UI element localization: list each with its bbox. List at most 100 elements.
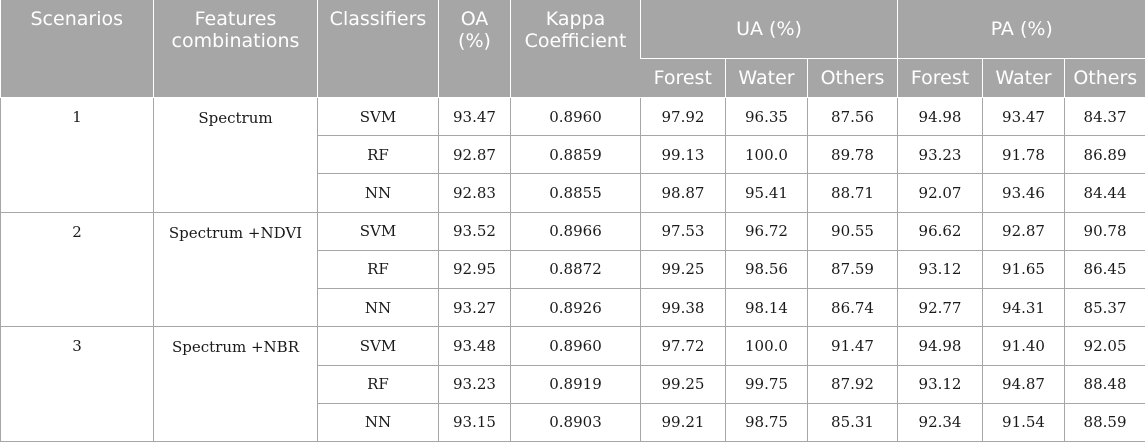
table-row: NN 93.15 0.8903 99.21 98.75 85.31 92.34 91.54 88…: [1, 402, 1145, 442]
table-row: 1 Spectrum SVM 93.47 0.8960 97.92 96.35 87.56 94…: [0, 96, 1145, 213]
pa-forest-cell: 96.62: [897, 211, 984, 251]
oa-cell: 93.23: [438, 364, 511, 404]
ua-forest-cell: 99.25: [640, 249, 726, 290]
oa-cell: 93.52: [438, 211, 511, 251]
pa-water-cell: 94.31: [982, 288, 1066, 328]
pa-others-cell: 84.44: [1064, 173, 1145, 213]
ua-water-cell: 100.0: [725, 135, 808, 175]
feature-combination: Spectrum +NDVI: [153, 211, 318, 328]
oa-cell: 93.48: [438, 326, 511, 366]
pa-water-cell: 91.78: [982, 135, 1066, 175]
pa-others-cell: 88.59: [1064, 402, 1145, 442]
ua-others-cell: 89.78: [806, 135, 899, 175]
pa-others-cell: 88.48: [1064, 364, 1145, 404]
table-row: RF 92.95 0.8872 99.25 98.56 87.59 93.12 91.65 86…: [1, 249, 1145, 290]
classifier-cell: SVM: [317, 96, 439, 137]
subheader-ua-others: Others: [806, 58, 898, 98]
pa-forest-cell: 92.77: [897, 288, 984, 328]
subheader-ua-water: Water: [725, 58, 808, 98]
table-row: NN 92.83 0.8855 98.87 95.41 88.71 92.07 93.46 84…: [1, 173, 1145, 213]
kappa-cell: 0.8855: [510, 173, 641, 213]
ua-water-cell: 96.35: [725, 96, 808, 137]
ua-forest-cell: 99.21: [640, 402, 726, 442]
ua-others-cell: 87.92: [806, 364, 899, 404]
feature-combination: Spectrum +NBR: [153, 326, 318, 442]
ua-others-cell: 85.31: [806, 402, 899, 442]
ua-water-cell: 95.41: [725, 173, 808, 213]
pa-water-cell: 92.87: [982, 211, 1066, 251]
classifier-cell: NN: [317, 288, 439, 328]
table-row: RF 92.87 0.8859 99.13 100.0 89.78 93.23 91.78 86…: [1, 135, 1145, 175]
pa-others-cell: 86.89: [1064, 135, 1145, 175]
classifier-cell: NN: [317, 402, 439, 442]
kappa-cell: 0.8960: [510, 326, 641, 366]
feature-combination: Spectrum: [153, 97, 318, 213]
classifier-cell: NN: [317, 173, 439, 213]
kappa-cell: 0.8960: [510, 96, 641, 137]
kappa-cell: 0.8859: [510, 135, 641, 175]
table-row: 2 Spectrum +NDVI SVM 93.52 0.8966 97.53 96.72 9…: [0, 211, 1145, 328]
ua-forest-cell: 99.38: [640, 288, 726, 328]
ua-forest-cell: 99.13: [640, 135, 726, 175]
scenario-id: 2: [0, 211, 154, 328]
ua-forest-cell: 98.87: [640, 173, 726, 213]
ua-water-cell: 100.0: [725, 326, 808, 366]
pa-others-cell: 86.45: [1064, 249, 1145, 290]
oa-cell: 93.47: [438, 96, 511, 137]
ua-others-cell: 86.74: [806, 288, 899, 328]
scenario-id: 3: [0, 326, 154, 442]
ua-forest-cell: 97.53: [640, 211, 726, 251]
oa-cell: 93.27: [438, 288, 511, 328]
classifier-cell: SVM: [317, 326, 439, 366]
ua-water-cell: 98.75: [725, 402, 808, 442]
ua-others-cell: 91.47: [806, 326, 899, 366]
classifier-cell: RF: [317, 364, 439, 404]
ua-water-cell: 96.72: [725, 211, 808, 251]
oa-cell: 93.15: [438, 402, 511, 442]
classifier-cell: RF: [317, 135, 439, 175]
ua-others-cell: 90.55: [806, 211, 899, 251]
ua-water-cell: 98.14: [725, 288, 808, 328]
oa-cell: 92.87: [438, 135, 511, 175]
classifier-cell: RF: [317, 249, 439, 290]
header-features: Features combinations: [153, 0, 318, 98]
ua-forest-cell: 99.25: [640, 364, 726, 404]
pa-water-cell: 91.65: [982, 249, 1066, 290]
header-oa: OA (%): [438, 0, 511, 98]
kappa-cell: 0.8926: [510, 288, 641, 328]
pa-others-cell: 85.37: [1064, 288, 1145, 328]
pa-water-cell: 91.40: [982, 326, 1066, 366]
oa-cell: 92.95: [438, 249, 511, 290]
pa-forest-cell: 92.34: [897, 402, 984, 442]
pa-water-cell: 93.46: [982, 173, 1066, 213]
subheader-row: Forest Water Others Forest Water Others: [1, 58, 1145, 98]
pa-forest-cell: 93.23: [897, 135, 984, 175]
subheader-pa-forest: Forest: [897, 58, 983, 98]
pa-forest-cell: 94.98: [897, 96, 984, 137]
table-body: 1 Spectrum SVM 93.47 0.8960 97.92 96.35 87.56 94…: [0, 96, 1145, 442]
pa-others-cell: 90.78: [1064, 211, 1145, 251]
kappa-cell: 0.8919: [510, 364, 641, 404]
ua-water-cell: 98.56: [725, 249, 808, 290]
subheader-pa-others: Others: [1064, 58, 1145, 98]
header-classifiers: Classifiers: [317, 0, 439, 98]
ua-water-cell: 99.75: [725, 364, 808, 404]
scenario-id: 1: [0, 97, 154, 213]
oa-cell: 92.83: [438, 173, 511, 213]
ua-others-cell: 87.59: [806, 249, 899, 290]
header-scenarios: Scenarios: [0, 0, 154, 98]
ua-forest-cell: 97.72: [640, 326, 726, 366]
pa-water-cell: 94.87: [982, 364, 1066, 404]
ua-others-cell: 88.71: [806, 173, 899, 213]
pa-others-cell: 84.37: [1064, 96, 1145, 137]
kappa-cell: 0.8872: [510, 249, 641, 290]
pa-forest-cell: 93.12: [897, 364, 984, 404]
header-pa: PA (%): [897, 0, 1145, 59]
pa-forest-cell: 92.07: [897, 173, 984, 213]
ua-others-cell: 87.56: [806, 96, 899, 137]
subheader-pa-water: Water: [982, 58, 1065, 98]
classifier-cell: SVM: [317, 211, 439, 251]
header-row: Scenarios Features combinations Classifi…: [0, 0, 1145, 98]
table-row: 3 Spectrum +NBR SVM 93.48 0.8960 97.72 100.0 91…: [0, 326, 1145, 442]
